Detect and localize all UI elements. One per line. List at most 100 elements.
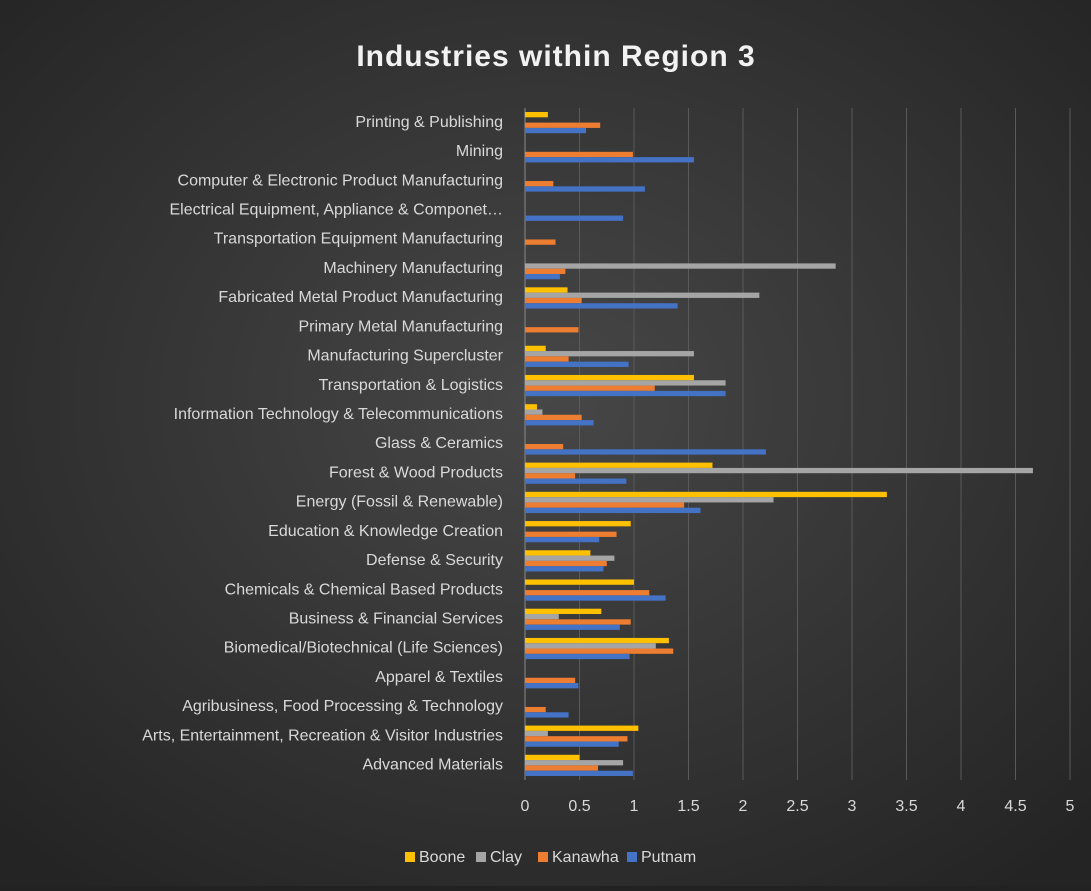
bar xyxy=(525,590,650,596)
y-tick-label: Forest & Wood Products xyxy=(329,464,503,481)
bar xyxy=(525,385,655,391)
legend-swatch xyxy=(405,852,415,862)
y-tick-label: Transportation & Logistics xyxy=(319,377,503,394)
bar xyxy=(525,507,701,514)
bar xyxy=(525,555,615,561)
bar xyxy=(525,327,579,333)
x-tick-label: 2.5 xyxy=(786,798,808,815)
bar xyxy=(525,643,656,649)
bar xyxy=(525,497,774,503)
y-tick-label: Chemicals & Chemical Based Products xyxy=(225,581,503,598)
y-tick-label: Information Technology & Telecommunicati… xyxy=(174,406,503,423)
bar xyxy=(525,292,760,298)
legend-swatch xyxy=(538,852,548,862)
bar xyxy=(525,287,568,293)
bar xyxy=(525,374,694,381)
x-tick-label: 1 xyxy=(630,798,639,815)
bar xyxy=(525,531,617,537)
bar xyxy=(525,462,713,468)
y-tick-label: Machinery Manufacturing xyxy=(323,260,503,277)
y-tick-label: Arts, Entertainment, Recreation & Visito… xyxy=(142,727,503,744)
bar xyxy=(525,502,685,508)
legend-label: Clay xyxy=(490,849,522,866)
legend-label: Boone xyxy=(419,849,465,866)
x-tick-label: 4 xyxy=(957,798,966,815)
bar xyxy=(525,361,629,367)
y-tick-label: Defense & Security xyxy=(366,552,503,569)
y-tick-label: Printing & Publishing xyxy=(355,114,503,131)
x-tick-label: 0 xyxy=(521,798,530,815)
x-tick-label: 3 xyxy=(848,798,857,815)
bar xyxy=(525,404,537,410)
bar xyxy=(525,467,1033,474)
bar xyxy=(525,478,627,484)
y-tick-label: Energy (Fossil & Renewable) xyxy=(296,494,503,511)
bar xyxy=(525,112,548,118)
bar xyxy=(525,127,587,134)
bar xyxy=(525,181,554,187)
bar xyxy=(525,491,887,498)
bar xyxy=(525,215,624,221)
legend-label: Putnam xyxy=(641,849,696,866)
y-tick-label: Glass & Ceramics xyxy=(375,435,503,452)
bar xyxy=(525,186,645,192)
bar xyxy=(525,653,630,660)
y-tick-label: Transportation Equipment Manufacturing xyxy=(214,231,503,248)
bar xyxy=(525,273,560,280)
bar xyxy=(525,390,726,397)
bar xyxy=(525,414,582,421)
y-tick-label: Mining xyxy=(456,143,503,160)
bar xyxy=(525,712,569,718)
y-tick-label: Agribusiness, Food Processing & Technolo… xyxy=(182,698,503,715)
bar xyxy=(525,521,631,527)
bar xyxy=(525,122,601,128)
bar xyxy=(525,619,631,625)
y-tick-label: Biomedical/Biotechnical (Life Sciences) xyxy=(224,640,503,657)
bar xyxy=(525,614,559,620)
bar xyxy=(525,765,599,771)
bar xyxy=(525,268,566,274)
bar xyxy=(525,579,634,585)
bar xyxy=(525,345,546,352)
bar xyxy=(525,420,594,426)
bar xyxy=(525,595,666,601)
bar xyxy=(525,566,604,572)
x-tick-label: 3.5 xyxy=(895,798,917,815)
y-tick-label: Advanced Materials xyxy=(362,757,503,774)
legend-label: Kanawha xyxy=(552,849,619,866)
y-tick-label: Electrical Equipment, Appliance & Compon… xyxy=(169,201,503,218)
bar xyxy=(525,157,694,163)
x-tick-label: 1.5 xyxy=(677,798,699,815)
bar xyxy=(525,444,564,450)
bar xyxy=(525,449,766,455)
bar xyxy=(525,754,580,761)
bar xyxy=(525,303,678,309)
x-tick-label: 4.5 xyxy=(1004,798,1026,815)
y-tick-label: Manufacturing Supercluster xyxy=(307,348,503,365)
legend-swatch xyxy=(627,852,637,862)
bar xyxy=(525,239,556,245)
bar xyxy=(525,683,579,689)
bar xyxy=(525,151,633,158)
bar xyxy=(525,263,836,269)
bar xyxy=(525,741,619,747)
y-tick-label: Education & Knowledge Creation xyxy=(268,523,503,540)
bar xyxy=(525,770,633,776)
y-tick-label: Fabricated Metal Product Manufacturing xyxy=(218,289,503,306)
bar xyxy=(525,356,569,362)
x-tick-label: 2 xyxy=(739,798,748,815)
bar xyxy=(525,380,726,386)
bar xyxy=(525,706,546,713)
bar xyxy=(525,560,607,567)
legend-swatch xyxy=(476,852,486,862)
bar xyxy=(525,730,548,737)
bar xyxy=(525,409,543,415)
bar xyxy=(525,637,669,644)
bar xyxy=(525,473,576,479)
bar xyxy=(525,648,674,654)
bar xyxy=(525,297,582,304)
x-tick-label: 5 xyxy=(1066,798,1075,815)
bar xyxy=(525,725,639,731)
bar xyxy=(525,550,591,556)
